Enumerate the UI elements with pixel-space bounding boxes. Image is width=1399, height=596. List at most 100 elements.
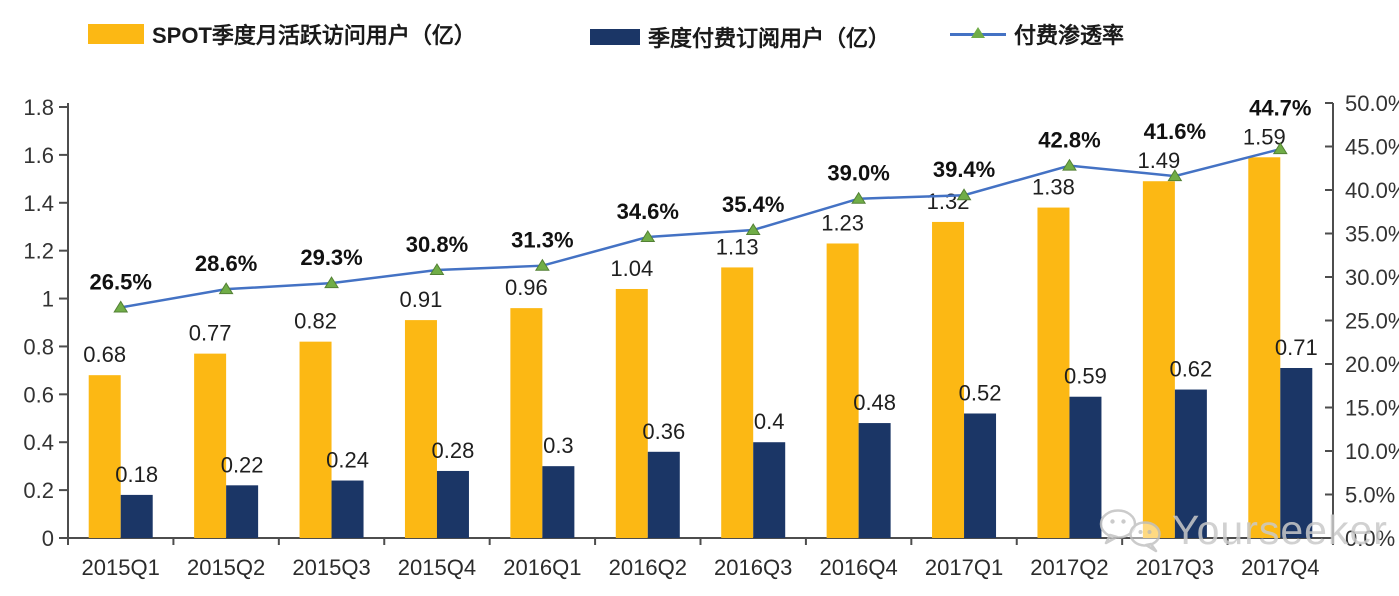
left-axis-tick-label: 0.4 — [23, 430, 54, 455]
mau-bar-value-label: 0.82 — [294, 309, 337, 334]
x-axis-label: 2017Q2 — [1030, 555, 1108, 580]
bar-mau — [1248, 157, 1281, 539]
left-axis-labels: 0 0.2 0.4 0.6 0.8 1 1.2 1.4 1.6 1.8 — [23, 95, 54, 551]
penetration-value-label: 34.6% — [617, 199, 679, 224]
x-axis-label: 2016Q3 — [714, 555, 792, 580]
bar-mau — [826, 243, 859, 538]
triangle-marker — [956, 188, 972, 201]
triangle-marker — [640, 230, 656, 242]
penetration-value-label: 26.5% — [90, 269, 152, 294]
right-axis-tick-label: 50.0% — [1345, 91, 1399, 116]
subs-bar-value-label: 0.28 — [432, 438, 475, 463]
watermark: Yourseeker — [1096, 506, 1388, 554]
x-axis-label: 2016Q2 — [609, 555, 687, 580]
triangle-marker — [218, 282, 234, 295]
mau-legend-swatch — [88, 24, 144, 44]
mau-bar-value-label: 1.04 — [610, 256, 653, 281]
left-axis-tick-label: 0.8 — [23, 334, 54, 359]
left-axis-tick-label: 1 — [42, 287, 54, 312]
subs-bar-value-label: 0.71 — [1275, 335, 1318, 360]
legend-item-mau: SPOT季度月活跃访问用户（亿） — [88, 18, 476, 50]
bar-mau — [932, 221, 965, 538]
bar-mau — [721, 267, 754, 538]
left-axis-tick-label: 0 — [42, 526, 54, 551]
bar-mau — [299, 341, 332, 538]
bar-mau — [510, 308, 543, 538]
legend-item-subs: 季度付费订阅用户（亿） — [590, 21, 890, 53]
bar-subs — [1069, 396, 1102, 538]
bar-mau — [404, 320, 437, 538]
triangle-marker — [1272, 142, 1288, 155]
triangle-marker-icon — [971, 27, 985, 38]
mau-bar-value-label: 1.13 — [716, 234, 759, 259]
triangle-marker — [1062, 158, 1077, 171]
x-axis-label: 2016Q4 — [819, 555, 897, 580]
mau-legend-label: SPOT季度月活跃访问用户（亿） — [152, 23, 476, 48]
mau-bar-value-label: 0.96 — [505, 275, 548, 300]
x-axis-label: 2015Q4 — [398, 555, 476, 580]
mau-bar-value-label: 0.68 — [83, 342, 126, 367]
bar-mau — [1142, 181, 1175, 538]
penetration-value-label: 28.6% — [195, 251, 257, 276]
penetration-value-label: 30.8% — [406, 232, 468, 257]
bar-subs — [964, 413, 997, 538]
penetration-value-label: 31.3% — [511, 228, 573, 253]
triangle-marker — [324, 276, 339, 289]
penetration-legend-label: 付费渗透率 — [1014, 23, 1125, 48]
x-axis-label: 2017Q3 — [1136, 555, 1214, 580]
subs-bar-value-label: 0.48 — [853, 390, 896, 415]
mau-bar-value-label: 0.77 — [189, 321, 232, 346]
x-axis-label: 2017Q4 — [1241, 555, 1319, 580]
right-axis-tick-label: 25.0% — [1345, 309, 1399, 334]
bar-subs — [226, 485, 259, 538]
subs-bar-value-label: 0.4 — [754, 409, 785, 434]
bar-mau — [615, 288, 648, 538]
right-axis-tick-label: 15.0% — [1345, 396, 1399, 421]
penetration-labels: 26.5% 28.6% 29.3% 30.8% 31.3% 34.6% 35.4% 39.0%… — [90, 95, 1312, 294]
left-axis-tick-label: 1.8 — [23, 95, 54, 120]
bar-subs — [858, 423, 891, 538]
penetration-legend-line — [950, 24, 1006, 44]
mau-bar-value-label: 1.38 — [1032, 175, 1075, 200]
mau-bar-value-label: 1.23 — [821, 210, 864, 235]
subs-bar-value-label: 0.22 — [221, 452, 264, 477]
x-axis-label: 2015Q2 — [187, 555, 265, 580]
penetration-line-series — [113, 142, 1288, 313]
x-axis-labels: 2015Q1 2015Q2 2015Q3 2015Q4 2016Q1 2016Q2 2016… — [82, 555, 1320, 580]
bars-subs-series — [120, 367, 1313, 538]
legend-item-penetration: 付费渗透率 — [950, 18, 1124, 50]
mau-bar-value-label: 0.91 — [400, 287, 443, 312]
triangle-marker — [851, 191, 867, 204]
left-axis-tick-label: 1.4 — [23, 191, 54, 216]
bar-subs — [647, 451, 680, 538]
left-axis-tick-label: 0.6 — [23, 382, 54, 407]
penetration-value-label: 44.7% — [1249, 95, 1311, 120]
bar-mau — [1037, 207, 1070, 539]
wechat-icon — [1099, 509, 1161, 553]
subs-bar-value-label: 0.36 — [642, 419, 685, 444]
right-axis-tick-label: 0.0% — [1345, 526, 1395, 551]
x-axis-label: 2017Q1 — [925, 555, 1003, 580]
right-axis-tick-label: 30.0% — [1345, 265, 1399, 290]
left-axis-tick-label: 0.2 — [23, 478, 54, 503]
subs-legend-label: 季度付费订阅用户（亿） — [648, 26, 891, 51]
subs-bar-value-label: 0.18 — [115, 462, 158, 487]
penetration-value-label: 41.6% — [1144, 119, 1206, 144]
right-axis-tick-label: 45.0% — [1345, 135, 1399, 160]
right-axis-tick-label: 40.0% — [1345, 178, 1399, 203]
penetration-value-label: 42.8% — [1038, 128, 1100, 153]
bar-mau — [88, 375, 121, 538]
left-axis-tick-label: 1.2 — [23, 239, 54, 264]
watermark-text: Yourseeker — [1172, 506, 1388, 553]
bars-mau-series — [88, 157, 1281, 539]
penetration-value-label: 35.4% — [722, 192, 784, 217]
bar-labels: 0.680.77 0.820.91 0.961.041.131.231.321.38… — [83, 124, 1317, 487]
subs-legend-swatch — [590, 29, 640, 45]
penetration-value-label: 39.0% — [827, 161, 889, 186]
bar-subs — [1280, 367, 1313, 538]
triangle-marker — [534, 258, 550, 271]
triangle-marker — [745, 223, 761, 236]
triangle-marker — [1167, 169, 1183, 182]
